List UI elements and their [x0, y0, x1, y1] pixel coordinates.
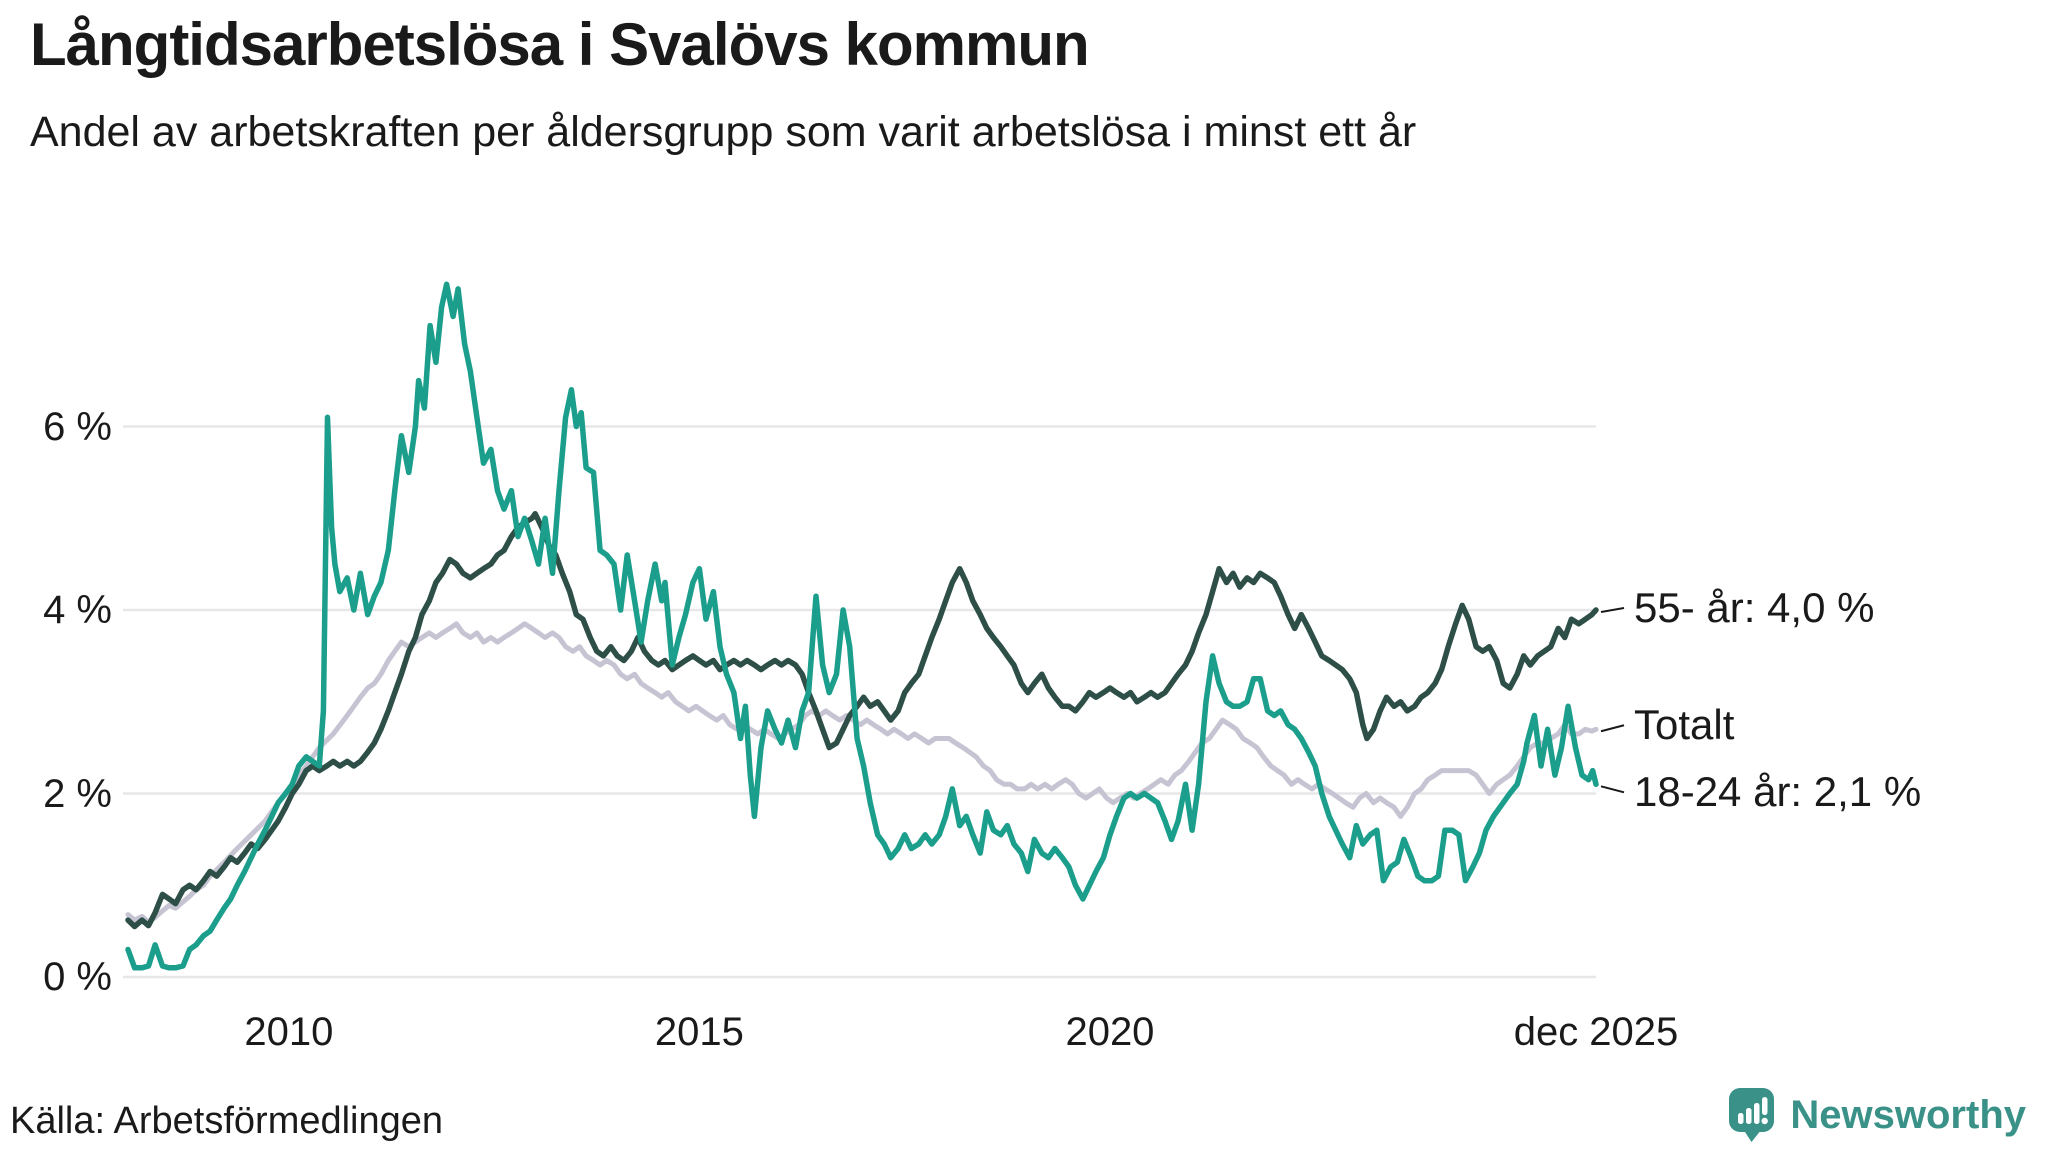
y-tick-label: 4 %	[43, 588, 112, 632]
page-subtitle: Andel av arbetskraften per åldersgrupp s…	[30, 108, 1417, 156]
source-credit: Källa: Arbetsförmedlingen	[10, 1100, 444, 1142]
page-title: Långtidsarbetslösa i Svalövs kommun	[30, 11, 1090, 78]
x-tick-label: 2010	[244, 1010, 334, 1054]
newsworthy-logo-icon	[1729, 1088, 1775, 1142]
x-tick-label: 2020	[1065, 1010, 1155, 1054]
label-leader-line	[1600, 724, 1625, 733]
series-label-totalt: Totalt	[1634, 701, 1735, 749]
series-line-Totalt	[125, 621, 1599, 925]
y-tick-label: 0 %	[43, 955, 112, 999]
series-label-55-ar: 55- år: 4,0 %	[1634, 584, 1875, 631]
label-leader-line	[1600, 607, 1625, 613]
x-tick-label: 2015	[654, 1010, 744, 1054]
series-line-55- år	[125, 510, 1599, 930]
series-label-18-24-ar: 18-24 år: 2,1 %	[1634, 768, 1922, 816]
newsworthy-brand: Newsworthy	[1729, 1088, 2026, 1142]
series-line-18-24 år	[125, 281, 1599, 971]
y-tick-label: 2 %	[43, 771, 112, 816]
newsworthy-logo-text: Newsworthy	[1790, 1092, 2026, 1137]
x-tick-label: dec 2025	[1513, 1010, 1679, 1054]
y-tick-label: 6 %	[43, 404, 112, 449]
label-leader-line	[1600, 785, 1625, 794]
